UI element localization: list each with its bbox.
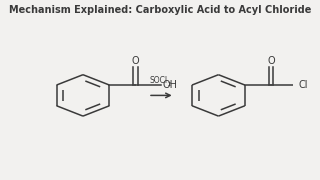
Text: O: O (132, 56, 139, 66)
Text: OH: OH (163, 80, 178, 90)
Text: 2: 2 (167, 82, 171, 87)
Text: O: O (267, 56, 275, 66)
Text: Cl: Cl (298, 80, 308, 90)
Text: SOCl: SOCl (150, 76, 168, 85)
Text: Mechanism Explained: Carboxylic Acid to Acyl Chloride: Mechanism Explained: Carboxylic Acid to … (9, 5, 311, 15)
